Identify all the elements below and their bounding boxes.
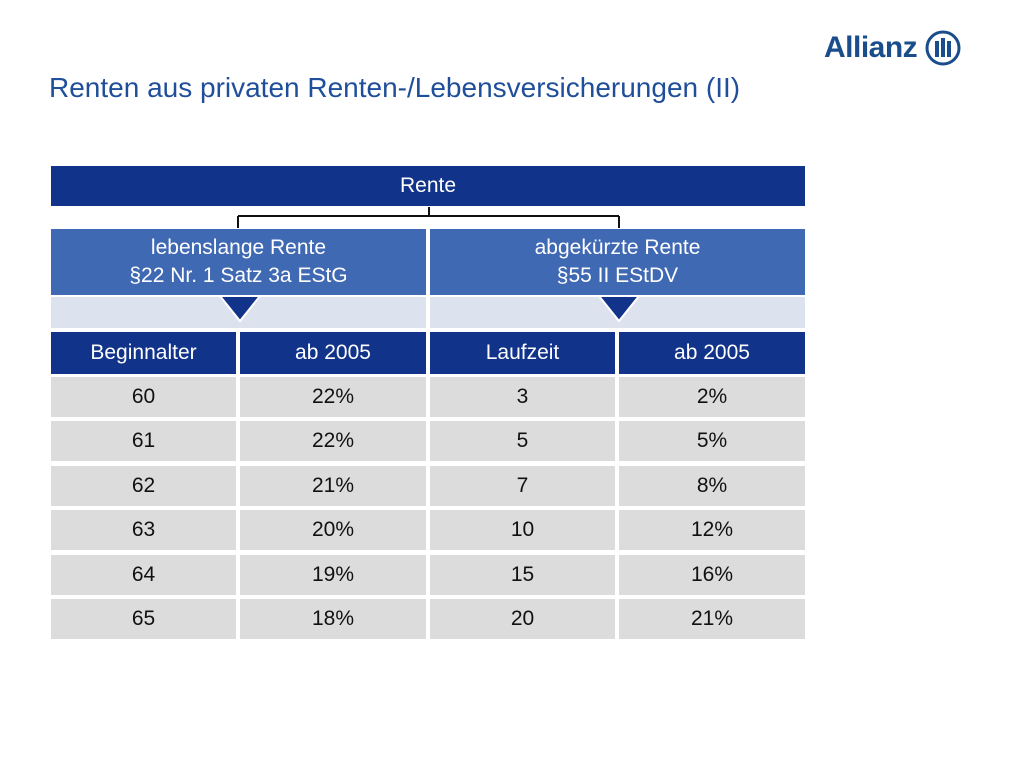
column-header-label: ab 2005 — [674, 341, 750, 364]
column-header-label: Laufzeit — [485, 341, 560, 364]
table-cell: 7 — [430, 466, 615, 506]
column-header-laufzeit: Laufzeit — [430, 332, 615, 374]
table-cell: 5 — [430, 421, 615, 461]
table-cell: 2% — [619, 377, 805, 417]
cell-value: 10 — [510, 518, 535, 541]
group-header-lebenslange-rente: lebenslange Rente §22 Nr. 1 Satz 3a EStG — [51, 229, 426, 295]
table-cell: 12% — [619, 510, 805, 550]
pointer-arrow-right — [596, 295, 642, 323]
cell-value: 18% — [311, 607, 355, 630]
column-header-label: ab 2005 — [295, 341, 371, 364]
cell-value: 62 — [131, 474, 156, 497]
table-cell: 5% — [619, 421, 805, 461]
cell-value: 22% — [311, 385, 355, 408]
cell-value: 16% — [690, 563, 734, 586]
group-header-abgekuerzte-rente: abgekürzte Rente §55 II EStDV — [430, 229, 805, 295]
cell-value: 61 — [131, 429, 156, 452]
table-cell: 62 — [51, 466, 236, 506]
table-cell: 61 — [51, 421, 236, 461]
group-right-line2: §55 II EStDV — [556, 264, 679, 287]
cell-value: 20 — [510, 607, 535, 630]
pointer-arrow-left — [217, 295, 263, 323]
cell-value: 8% — [696, 474, 728, 497]
cell-value: 5 — [516, 429, 529, 452]
brand-name: Allianz — [824, 31, 918, 64]
column-header-ab-2005-left: ab 2005 — [240, 332, 426, 374]
group-left-line1: lebenslange Rente — [150, 236, 327, 259]
table-cell: 19% — [240, 555, 426, 595]
cell-value: 21% — [690, 607, 734, 630]
group-left-line2: §22 Nr. 1 Satz 3a EStG — [129, 264, 348, 287]
cell-value: 12% — [690, 518, 734, 541]
cell-value: 60 — [131, 385, 156, 408]
table-cell: 3 — [430, 377, 615, 417]
table-cell: 63 — [51, 510, 236, 550]
table-cell: 21% — [619, 599, 805, 639]
table-cell: 65 — [51, 599, 236, 639]
column-header-label: Beginnalter — [90, 341, 197, 364]
cell-value: 65 — [131, 607, 156, 630]
cell-value: 20% — [311, 518, 355, 541]
table-cell: 22% — [240, 421, 426, 461]
cell-value: 21% — [311, 474, 355, 497]
column-header-beginnalter: Beginnalter — [51, 332, 236, 374]
cell-value: 64 — [131, 563, 156, 586]
column-header-ab-2005-right: ab 2005 — [619, 332, 805, 374]
cell-value: 3 — [516, 385, 529, 408]
table-cell: 22% — [240, 377, 426, 417]
page-title: Renten aus privaten Renten-/Lebensversic… — [49, 72, 741, 103]
cell-value: 19% — [311, 563, 355, 586]
cell-value: 7 — [516, 474, 529, 497]
cell-value: 63 — [131, 518, 156, 541]
table-cell: 15 — [430, 555, 615, 595]
allianz-eagle-bars-icon — [925, 30, 961, 66]
table-cell: 21% — [240, 466, 426, 506]
table-cell: 20% — [240, 510, 426, 550]
cell-value: 2% — [696, 385, 728, 408]
rente-root-label: Rente — [399, 174, 457, 197]
cell-value: 22% — [311, 429, 355, 452]
table-cell: 64 — [51, 555, 236, 595]
table-cell: 18% — [240, 599, 426, 639]
table-cell: 60 — [51, 377, 236, 417]
table-cell: 10 — [430, 510, 615, 550]
group-right-line1: abgekürzte Rente — [534, 236, 701, 259]
rente-root-header: Rente — [51, 166, 805, 206]
table-cell: 20 — [430, 599, 615, 639]
cell-value: 5% — [696, 429, 728, 452]
table-cell: 8% — [619, 466, 805, 506]
table-cell: 16% — [619, 555, 805, 595]
cell-value: 15 — [510, 563, 535, 586]
allianz-logo: Allianz — [824, 30, 961, 66]
